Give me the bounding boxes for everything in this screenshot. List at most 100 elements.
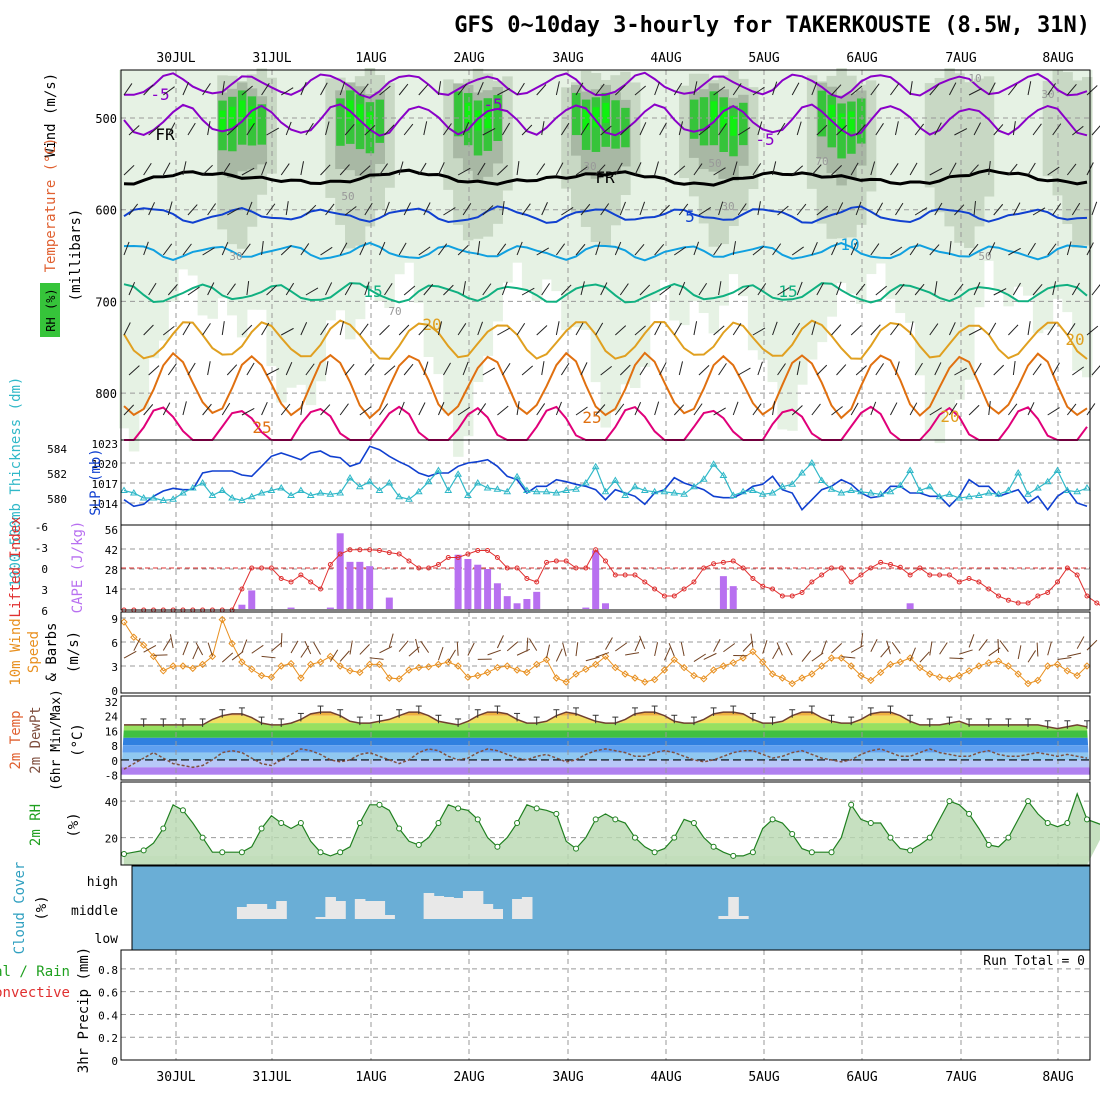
precip-tick-label: 0 (111, 1055, 118, 1068)
wind-barb-10m (639, 635, 646, 649)
wind-barb (1071, 202, 1081, 216)
lifted-point (524, 576, 530, 581)
wind-barb (737, 367, 751, 376)
rh-contour-label: 50 (708, 157, 721, 170)
wind-barb (497, 164, 508, 176)
isotherm-25 (123, 351, 1088, 420)
wind-barb-10m (811, 652, 824, 662)
wind-barb (384, 201, 390, 216)
lifted-point (1074, 572, 1080, 578)
wind-barb (894, 361, 900, 376)
rh-point (808, 849, 815, 856)
wind-barb (143, 84, 154, 96)
rh-point (749, 849, 756, 856)
temp-band (121, 752, 1090, 760)
thickness-point (581, 479, 590, 486)
wind-barb (207, 121, 211, 136)
wind-speed-point (130, 633, 138, 641)
rh-point (317, 849, 324, 856)
wind-barb (266, 285, 278, 296)
wind-speed-point (562, 678, 570, 686)
wind-barb (443, 284, 454, 296)
slp-tick-label: 1014 (92, 498, 119, 511)
rh-point (848, 801, 855, 808)
rh-cell-light (403, 70, 415, 263)
wind-barb (752, 403, 762, 416)
rh-cell-light (797, 70, 808, 385)
wind-speed-point (542, 655, 551, 664)
rh-point (455, 805, 462, 812)
top-date-label: 6AUG (846, 51, 877, 66)
wind-barb (693, 241, 700, 256)
cloud-tick-label: low (95, 932, 119, 947)
lifted-point (337, 551, 343, 557)
wind-barb (737, 127, 751, 136)
wind-barb (698, 126, 711, 136)
lifted-point (583, 565, 589, 571)
wind-speed-point (218, 615, 226, 624)
wind-barb (364, 281, 370, 296)
rh-cell-light (315, 70, 327, 382)
lifted-point (1084, 593, 1090, 599)
wind-barb (501, 281, 508, 296)
wind-barb (595, 404, 606, 416)
cape-bar (336, 533, 344, 609)
wind-speed-point (454, 662, 462, 670)
wind-barb (167, 284, 178, 296)
bottom-date-label: 6AUG (846, 1070, 877, 1085)
wind-barb (836, 202, 844, 216)
wind-barb (1066, 84, 1077, 96)
wind-barb (561, 206, 574, 216)
wind-barb (757, 201, 761, 216)
rh-tick-label: 40 (105, 796, 118, 809)
wind-barb (560, 122, 570, 136)
rh-cell-light (413, 70, 425, 303)
wind-speed-point (768, 670, 777, 678)
wind-barb (772, 401, 776, 416)
thickness-point (670, 489, 679, 496)
wind-barb (501, 122, 511, 136)
wind-barb (300, 161, 305, 176)
thickness-point (847, 486, 856, 493)
rh-cell-light (1032, 70, 1044, 334)
cloud-middle-bar (384, 915, 395, 919)
lifted-point (406, 558, 412, 564)
wind-barb (870, 324, 881, 336)
wind-barb (379, 403, 389, 416)
lifted-point (917, 565, 923, 571)
thickness-point (1033, 484, 1042, 491)
wind-barb (541, 361, 545, 376)
cloud-middle-bar (364, 901, 376, 919)
wind-barb (182, 243, 192, 256)
thickness-point (876, 490, 885, 497)
wind-barb (890, 163, 899, 176)
wind-barb (791, 405, 803, 416)
wind-barb (909, 81, 913, 96)
rh-cell-bright (366, 112, 374, 133)
thickness-point (336, 489, 345, 496)
lifted-point (652, 586, 658, 592)
wind-speed-point (179, 662, 187, 670)
lifted-point (986, 586, 992, 592)
wind-speed-point (198, 660, 207, 669)
wind-barb (639, 362, 648, 376)
rh-cell-mid (1072, 80, 1083, 248)
thickness-point (935, 492, 944, 500)
wind-barb (285, 282, 295, 296)
rh-cell-light (512, 70, 523, 263)
wind-speed-point (365, 660, 374, 669)
wind-barb-10m (562, 642, 567, 657)
cloud-middle-bar (738, 916, 749, 919)
lifted-point (661, 593, 667, 599)
wind-barb (619, 201, 626, 216)
wind-barb (732, 83, 742, 96)
bottom-date-label: 5AUG (748, 1070, 779, 1085)
wind-barb (1086, 403, 1096, 416)
wind-barb (423, 202, 431, 216)
wind-speed-point (591, 660, 600, 669)
wind-barb (791, 322, 801, 336)
cloud-middle-bar (315, 917, 327, 919)
wind-barb (1091, 201, 1098, 216)
wind-barb-10m (359, 643, 370, 655)
rh-cell-light (158, 70, 169, 341)
